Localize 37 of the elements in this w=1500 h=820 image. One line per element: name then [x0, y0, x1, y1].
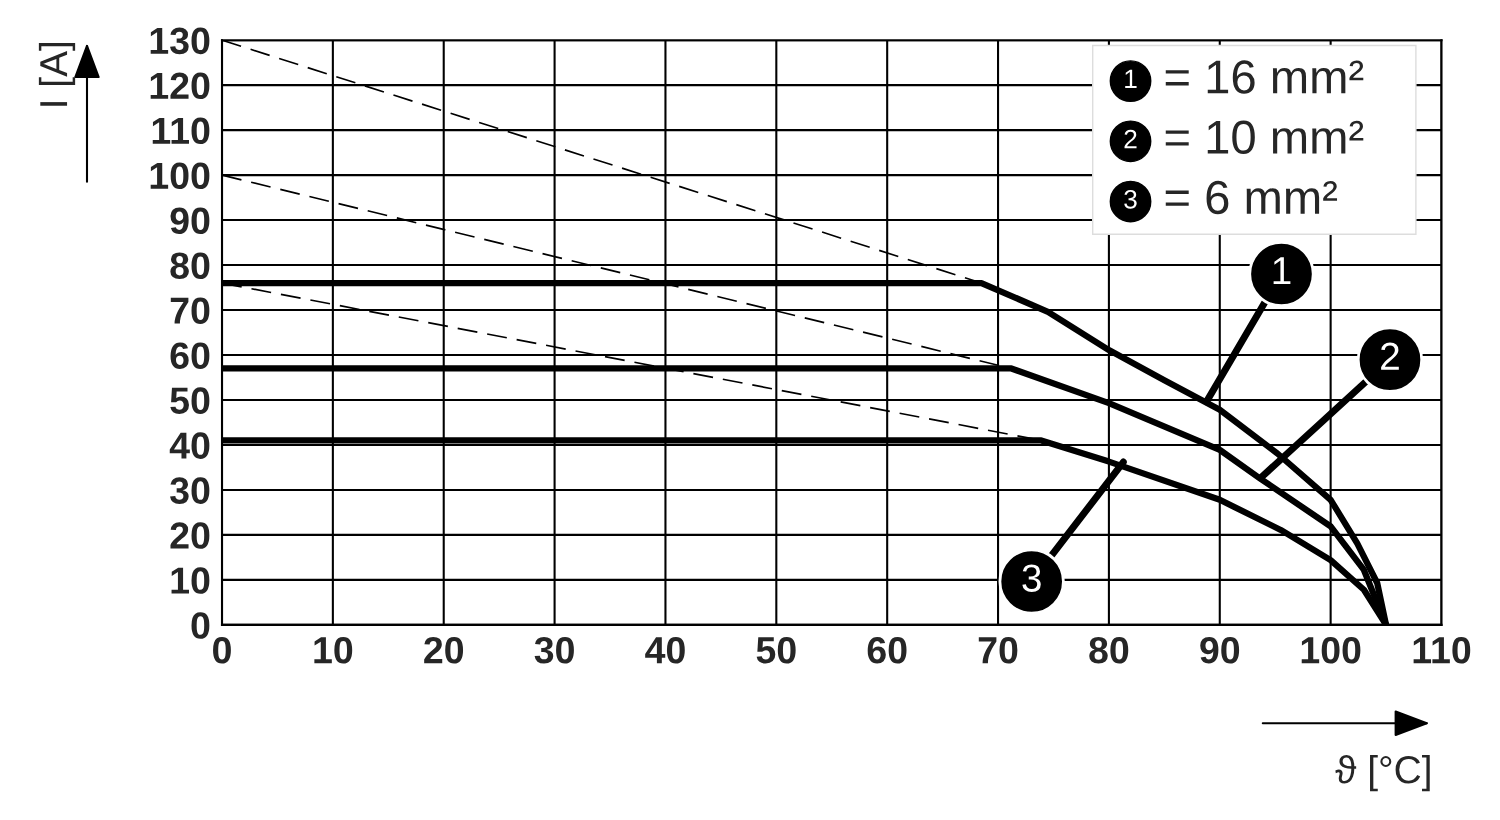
y-tick-label: 70 [170, 297, 210, 324]
annotation: 3 [1022, 564, 1041, 592]
x-axis-title: ϑ [°C] [1335, 755, 1430, 792]
x-tick-label: 30 [534, 636, 574, 664]
y-axis-title: I [A] [38, 42, 76, 106]
text: 3 [1124, 189, 1137, 209]
x-tick-label: 60 [867, 636, 907, 664]
annotation: = 10 mm² [1165, 120, 1364, 154]
y-tick-label: 0 [191, 612, 210, 639]
y-tick-label: 110 [152, 117, 210, 145]
x-tick-label: 90 [1200, 636, 1240, 664]
y-tick-label: 20 [170, 522, 210, 549]
text: 2 [1124, 129, 1137, 149]
x-tick-label: 80 [1089, 636, 1129, 664]
x-tick-label: 40 [645, 636, 685, 664]
x-tick-label: 20 [424, 636, 464, 664]
x-tick-label: 70 [978, 636, 1018, 664]
y-tick-label: 90 [170, 207, 210, 235]
y-tick-label: 30 [170, 477, 210, 504]
x-tick-label: 10 [314, 636, 353, 664]
annotation: 2 [1381, 342, 1399, 370]
x-tick-label: 0 [213, 636, 231, 664]
y-tick-label: 50 [170, 387, 210, 414]
x-tick-label: 100 [1301, 636, 1361, 664]
y-tick-label: 40 [169, 432, 210, 459]
y-tick-label: 60 [170, 342, 210, 369]
y-tick-label: 130 [150, 27, 210, 55]
annotation: 1 [1273, 257, 1291, 285]
y-tick-label: 120 [150, 72, 210, 100]
y-tick-label: 80 [170, 252, 210, 280]
text: 1 [1125, 69, 1137, 88]
y-tick-label: 100 [150, 162, 210, 190]
annotation: = 6 mm² [1165, 180, 1338, 215]
x-tick-label: 50 [756, 636, 796, 664]
y-tick-label: 10 [171, 567, 210, 594]
annotation: = 16 mm² [1165, 60, 1364, 94]
x-tick-label: 110 [1413, 636, 1471, 664]
